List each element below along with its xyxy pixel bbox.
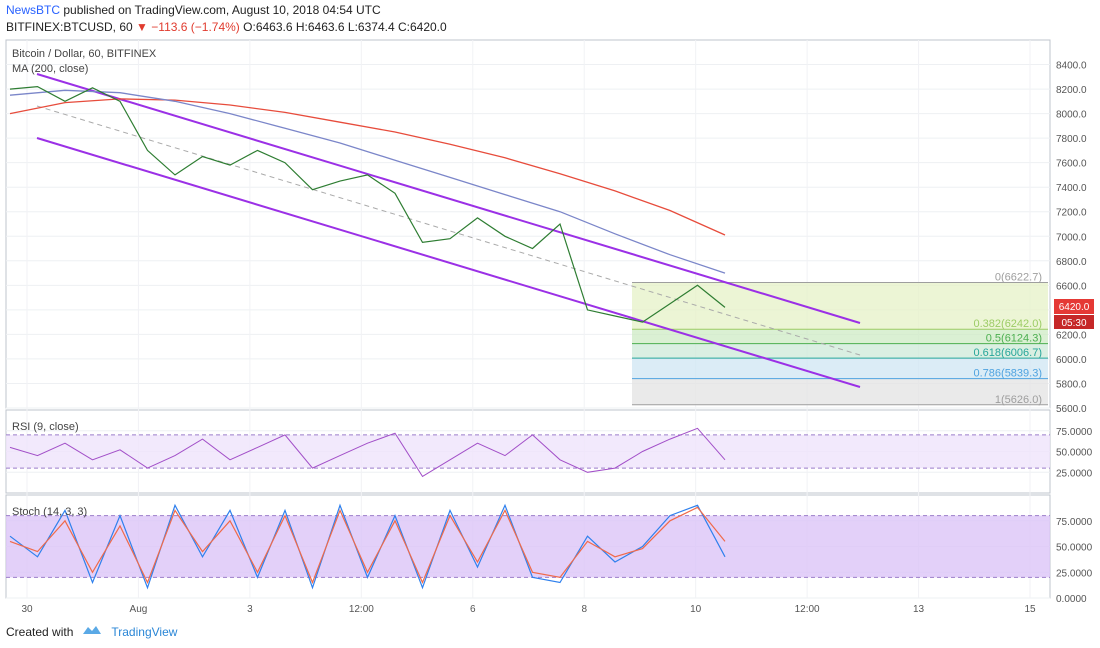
x-tick-label: 10 xyxy=(690,604,702,615)
x-tick-label: 8 xyxy=(581,604,587,615)
y-tick-label: 6600.0 xyxy=(1056,281,1087,292)
series-line xyxy=(9,89,726,274)
y-tick-label: 5600.0 xyxy=(1056,404,1087,415)
countdown-tag: 05:30 xyxy=(1061,318,1086,329)
y-tick-label: 7000.0 xyxy=(1056,232,1087,243)
close-value: 6420.0 xyxy=(409,20,447,34)
high-label: H: xyxy=(295,20,308,34)
x-tick-label: 12:00 xyxy=(795,604,820,615)
change-arrow-icon: ▼ xyxy=(136,20,148,34)
series-line xyxy=(9,98,726,236)
trend-channel xyxy=(36,73,861,388)
y-tick-label: 7200.0 xyxy=(1056,208,1087,219)
publish-line: NewsBTC published on TradingView.com, Au… xyxy=(6,2,1006,19)
x-tick-label: 13 xyxy=(913,604,925,615)
channel-lower-line xyxy=(36,137,861,388)
x-tick-label: 6 xyxy=(470,604,476,615)
y-tick-label: 0.0000 xyxy=(1056,594,1087,605)
series-line xyxy=(9,85,726,323)
y-tick-label: 7400.0 xyxy=(1056,183,1087,194)
fib-level-label: 0.382(6242.0) xyxy=(974,318,1043,330)
low-label: L: xyxy=(347,20,358,34)
publisher-name[interactable]: NewsBTC xyxy=(6,3,61,17)
fib-level-label: 1(5626.0) xyxy=(995,394,1042,406)
footer-credit: Created with TradingView xyxy=(6,624,177,639)
created-with-label: Created with xyxy=(6,624,74,639)
y-tick-label: 50.0000 xyxy=(1056,543,1093,554)
channel-upper-line xyxy=(36,73,861,324)
open-label: O: xyxy=(243,20,256,34)
y-tick-label: 50.0000 xyxy=(1056,448,1093,459)
fib-level-label: 0.786(5839.3) xyxy=(974,368,1043,380)
y-tick-label: 75.0000 xyxy=(1056,427,1093,438)
y-tick-label: 8000.0 xyxy=(1056,110,1087,121)
rsi-pane-title: RSI (9, close) xyxy=(12,421,79,433)
high-value: 6463.6 xyxy=(307,20,345,34)
low-value: 6374.4 xyxy=(357,20,395,34)
countdown-tag-box xyxy=(1054,315,1094,329)
fib-zone xyxy=(632,282,1048,330)
tradingview-logo-icon xyxy=(81,624,103,639)
y-tick-label: 5800.0 xyxy=(1056,379,1087,390)
x-tick-label: Aug xyxy=(130,604,148,615)
symbol-label: BITFINEX:BTCUSD, 60 xyxy=(6,20,133,34)
y-tick-label: 75.0000 xyxy=(1056,517,1093,528)
indicator-band xyxy=(6,434,1050,469)
series-line xyxy=(9,427,726,478)
fib-level-label: 0.618(6006.7) xyxy=(974,347,1043,359)
fibonacci-retracement: 0(6622.7) 0.382(6242.0) 0.5(6124.3) 0.618(6… xyxy=(632,272,1048,406)
series-line xyxy=(9,506,726,585)
x-tick-label: 30 xyxy=(21,604,33,615)
y-tick-label: 8400.0 xyxy=(1056,61,1087,72)
main-pane-title: Bitcoin / Dollar, 60, BITFINEX xyxy=(12,48,157,60)
y-tick-label: 7600.0 xyxy=(1056,159,1087,170)
series-line xyxy=(9,503,726,590)
tradingview-brand[interactable]: TradingView xyxy=(111,624,178,639)
price-tag-box xyxy=(1054,299,1094,314)
ohlc-line: BITFINEX:BTCUSD, 60 ▼ −113.6 (−1.74%) O:… xyxy=(6,19,1006,36)
indicator-band xyxy=(6,515,1050,578)
price-change: −113.6 (−1.74%) xyxy=(151,20,240,34)
close-label: C: xyxy=(397,20,410,34)
chart-header: NewsBTC published on TradingView.com, Au… xyxy=(6,2,1006,36)
x-tick-label: 15 xyxy=(1024,604,1036,615)
fib-zone xyxy=(632,358,1048,379)
x-tick-label: 3 xyxy=(247,604,253,615)
y-tick-label: 25.0000 xyxy=(1056,568,1093,579)
stoch-pane-title: Stoch (14, 3, 3) xyxy=(12,506,87,518)
series-lines xyxy=(9,85,726,590)
fib-level-label: 0(6622.7) xyxy=(995,272,1042,284)
indicator-bands xyxy=(6,434,1050,578)
fib-zone xyxy=(632,378,1048,405)
open-value: 6463.6 xyxy=(255,20,293,34)
y-tick-label: 6000.0 xyxy=(1056,355,1087,366)
y-tick-label: 8200.0 xyxy=(1056,85,1087,96)
x-tick-label: 12:00 xyxy=(349,604,374,615)
y-tick-label: 25.0000 xyxy=(1056,468,1093,479)
fib-zone xyxy=(632,329,1048,344)
published-text: published on TradingView.com, August 10,… xyxy=(63,3,381,17)
y-tick-label: 6200.0 xyxy=(1056,330,1087,341)
fib-level-label: 0.5(6124.3) xyxy=(986,333,1042,345)
y-tick-label: 7800.0 xyxy=(1056,134,1087,145)
price-tag: 6420.0 xyxy=(1059,302,1090,313)
ma-indicator-label: MA (200, close) xyxy=(12,63,88,75)
fib-zone xyxy=(632,343,1048,359)
y-tick-label: 6800.0 xyxy=(1056,257,1087,268)
